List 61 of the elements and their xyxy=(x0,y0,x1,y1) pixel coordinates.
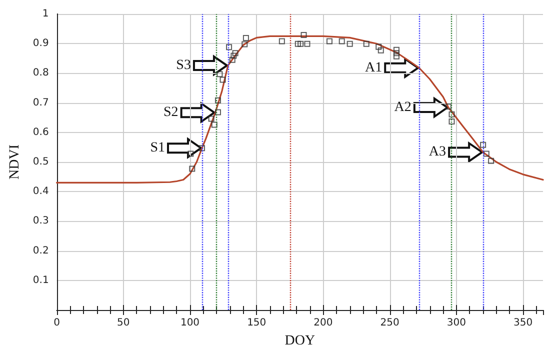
point xyxy=(214,97,221,104)
y-tick-label: 0.5 xyxy=(32,156,49,168)
y-tick-label: 0.7 xyxy=(32,97,49,108)
point xyxy=(298,40,304,47)
point xyxy=(214,109,221,116)
annotation: S1 xyxy=(150,140,165,156)
point xyxy=(378,47,384,54)
point xyxy=(208,116,214,122)
point xyxy=(488,158,494,164)
y-tick-label: 0.2 xyxy=(32,245,49,256)
point xyxy=(300,32,307,38)
annotation: A2 xyxy=(394,100,412,116)
point xyxy=(393,46,400,53)
annotation: S2 xyxy=(164,105,178,120)
annotation: A3 xyxy=(428,144,446,160)
point xyxy=(242,41,248,48)
point xyxy=(448,111,455,118)
point xyxy=(211,122,218,128)
point xyxy=(480,142,486,148)
point xyxy=(294,40,301,47)
point xyxy=(220,76,226,83)
y-tick-label: 0.9 xyxy=(32,38,49,50)
x-tick-label: 50 xyxy=(117,318,130,328)
point xyxy=(242,34,249,41)
x-axis-title: DOY xyxy=(284,334,316,348)
point xyxy=(338,38,345,44)
x-tick-label: 150 xyxy=(247,318,266,328)
point xyxy=(448,118,455,124)
point xyxy=(304,40,310,47)
y-tick-label: 0.8 xyxy=(32,68,49,79)
point xyxy=(188,150,194,157)
x-tick-label: 0 xyxy=(54,318,60,328)
point xyxy=(278,38,285,44)
point xyxy=(393,50,400,56)
point xyxy=(226,44,232,50)
x-tick-label: 100 xyxy=(180,318,200,328)
y-tick-label: 1 xyxy=(42,8,49,20)
point xyxy=(376,44,382,50)
x-tick-label: 200 xyxy=(314,318,333,328)
annotation: A1 xyxy=(364,60,382,76)
point xyxy=(326,38,332,44)
y-tick-label: 0.6 xyxy=(32,126,49,138)
point xyxy=(232,50,238,56)
point xyxy=(483,150,490,157)
point xyxy=(230,52,237,59)
x-tick-label: 350 xyxy=(513,318,533,328)
y-tick-label: 0.3 xyxy=(32,216,49,227)
point xyxy=(216,71,223,78)
x-tick-label: 300 xyxy=(446,318,466,328)
point xyxy=(198,145,205,152)
y-tick-label: 0.4 xyxy=(32,186,49,198)
point xyxy=(189,166,196,172)
point xyxy=(393,53,400,60)
annotation: S3 xyxy=(176,58,191,74)
point xyxy=(346,40,353,47)
y-axis-title: NDVI xyxy=(8,144,22,180)
y-tick-label: 0.1 xyxy=(32,274,49,286)
point xyxy=(229,56,236,63)
point xyxy=(445,104,452,110)
x-tick-label: 250 xyxy=(380,318,400,328)
point xyxy=(363,40,370,47)
